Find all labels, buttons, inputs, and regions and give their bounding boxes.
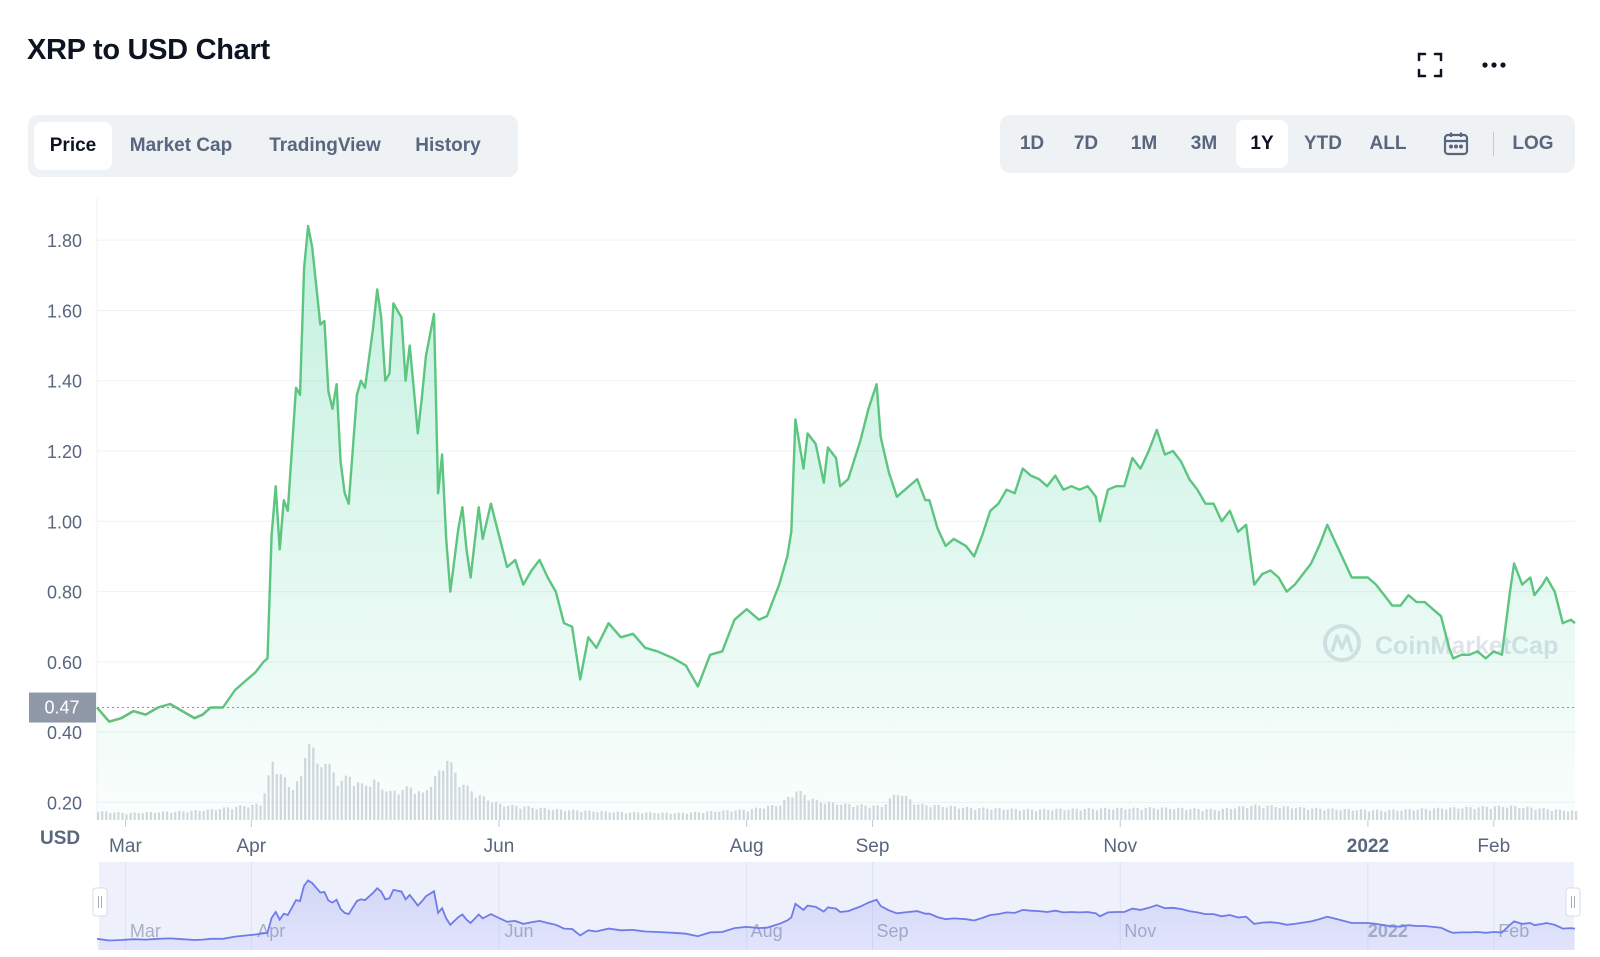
y-axis-labels: 0.20 0.40 0.60 0.80 1.00 1.20 1.40 1.60 1.80 (47, 231, 82, 813)
y-tick-label: 0.80 (47, 583, 82, 603)
range-divider (1493, 132, 1494, 156)
navigator-area (97, 880, 1575, 950)
range-all[interactable]: ALL (1369, 133, 1407, 154)
navigator-left-handle[interactable] (92, 887, 108, 917)
x-tick-label: Feb (1477, 836, 1510, 857)
y-tick-label: 1.40 (47, 372, 82, 392)
range-3m[interactable]: 3M (1190, 133, 1218, 154)
log-scale-toggle[interactable]: LOG (1512, 133, 1554, 154)
x-tick-label: 2022 (1347, 836, 1389, 857)
x-tick-label: Nov (1103, 836, 1137, 857)
reference-price-label: 0.47 (44, 698, 79, 718)
x-tick-label: Sep (856, 836, 890, 857)
x-axis-labels: Mar Apr Jun Aug Sep Nov 2022 Feb (109, 820, 1510, 857)
range-1m[interactable]: 1M (1130, 133, 1158, 154)
y-tick-label: 1.60 (47, 301, 82, 321)
range-1y[interactable]: 1Y (1236, 120, 1288, 168)
tab-tradingview[interactable]: TradingView (269, 135, 381, 156)
x-tick-label: Aug (730, 836, 764, 857)
y-unit-label: USD (40, 828, 80, 849)
more-dots-icon[interactable] (1477, 48, 1511, 82)
reference-price-badge: 0.47 (29, 692, 96, 723)
volume-bar (1575, 811, 1578, 820)
y-tick-label: 0.40 (47, 723, 82, 743)
y-tick-label: 0.60 (47, 653, 82, 673)
y-tick-label: 1.00 (47, 512, 82, 532)
page-title: XRP to USD Chart (27, 34, 270, 66)
range-7d[interactable]: 7D (1073, 133, 1099, 154)
x-tick-label: Mar (109, 836, 142, 857)
navigator-right-handle[interactable] (1565, 887, 1581, 917)
x-tick-label: Apr (237, 836, 267, 857)
y-tick-label: 1.20 (47, 442, 82, 462)
navigator-x-label: Mar (130, 921, 161, 941)
calendar-icon[interactable] (1430, 120, 1482, 168)
range-1d[interactable]: 1D (1019, 133, 1045, 154)
price-line (96, 224, 1576, 723)
range-ytd[interactable]: YTD (1304, 133, 1342, 154)
y-tick-label: 0.20 (47, 793, 82, 813)
fullscreen-icon[interactable] (1413, 48, 1447, 82)
tab-market-cap[interactable]: Market Cap (129, 135, 233, 156)
chart-type-tabs: Price Market Cap TradingView History (28, 115, 518, 177)
y-tick-label: 1.80 (47, 231, 82, 251)
price-area (97, 226, 1575, 821)
time-range-selector: 1D 7D 1M 3M 1Y YTD ALL LOG (1000, 115, 1575, 173)
navigator-line (96, 879, 1576, 942)
x-tick-label: Jun (484, 836, 515, 857)
tab-price[interactable]: Price (34, 122, 112, 170)
tab-history[interactable]: History (415, 135, 481, 156)
